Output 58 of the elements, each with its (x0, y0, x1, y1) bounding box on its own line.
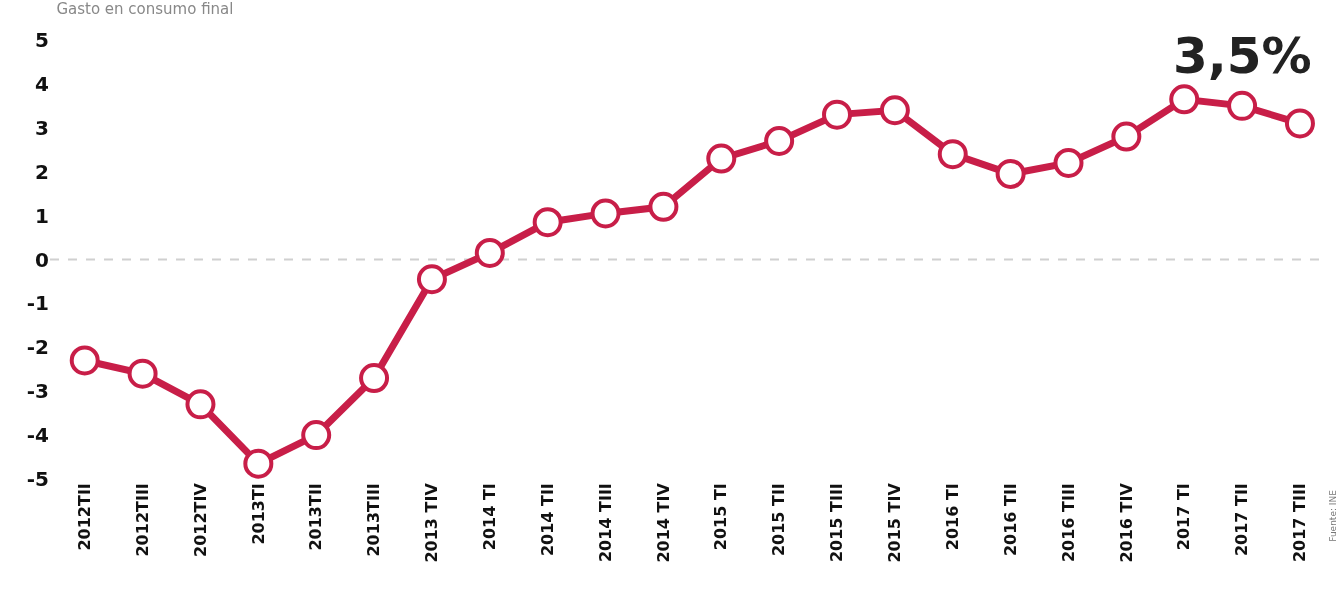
chart-title: Gasto en consumo final (56, 0, 234, 18)
point (1169, 84, 1200, 115)
x-tick-label: 2012TII (74, 483, 94, 551)
y-tick-label: 4 (35, 71, 49, 96)
point (185, 389, 216, 420)
x-tick-label: 2012TIV (190, 482, 210, 557)
y-tick-label: 3 (35, 115, 49, 140)
y-tick-label: -4 (26, 423, 49, 448)
x-tick-label: 2013 TIV (422, 482, 442, 563)
x-tick-label: 2017 TI (1174, 483, 1194, 551)
point (243, 448, 274, 479)
y-tick-label: 0 (35, 247, 49, 272)
point (1111, 121, 1142, 152)
x-tick-label: 2013TIII (364, 483, 384, 557)
y-tick-label: 5 (35, 28, 49, 52)
x-tick-label: 2013TII (306, 483, 326, 551)
point (764, 125, 795, 156)
point (1053, 147, 1084, 178)
x-tick-label: 2017 TIII (1290, 483, 1310, 563)
x-tick-label: 2015 TIII (827, 483, 847, 563)
x-tick-label: 2016 TII (1000, 483, 1020, 557)
x-tick-label: 2014 TII (537, 483, 557, 557)
y-tick-label: -1 (26, 291, 49, 316)
x-tick-label: 2016 TI (942, 483, 962, 551)
x-tick-label: 2012TIII (132, 483, 152, 557)
point (648, 191, 679, 222)
source-note: Fuente: INE (1328, 489, 1339, 542)
point (706, 143, 737, 174)
y-tick-label: 1 (35, 203, 49, 228)
x-tick-label: 2014 TIV (653, 482, 673, 563)
x-tick-label: 2017 TII (1232, 483, 1252, 557)
point (879, 95, 910, 126)
point (822, 99, 853, 130)
x-tick-label: 2016 TIV (1116, 482, 1136, 563)
x-tick-label: 2014 TI (480, 483, 499, 551)
point (532, 207, 563, 238)
point (474, 237, 505, 268)
point (995, 158, 1026, 189)
x-tick-label: 2016 TIII (1058, 483, 1078, 563)
point (301, 420, 332, 451)
x-tick-label: 2015 TII (769, 483, 789, 557)
point (127, 358, 158, 389)
point (1227, 90, 1258, 121)
point (590, 198, 621, 229)
x-tick-label: 2014 TIII (595, 483, 615, 563)
point (69, 345, 100, 376)
y-tick-label: -2 (26, 335, 49, 360)
y-tick-label: 2 (35, 159, 49, 184)
x-tick-label: 2015 TI (711, 483, 731, 551)
point (359, 363, 390, 394)
y-tick-label: -3 (26, 379, 49, 404)
y-tick-label: -5 (26, 467, 49, 491)
x-tick-label: 2015 TIV (885, 482, 905, 563)
annotation: 3,5% (1173, 27, 1312, 85)
x-tick-label: 2013TI (248, 483, 268, 545)
point (416, 264, 447, 295)
point (937, 139, 968, 170)
point (1284, 108, 1315, 139)
